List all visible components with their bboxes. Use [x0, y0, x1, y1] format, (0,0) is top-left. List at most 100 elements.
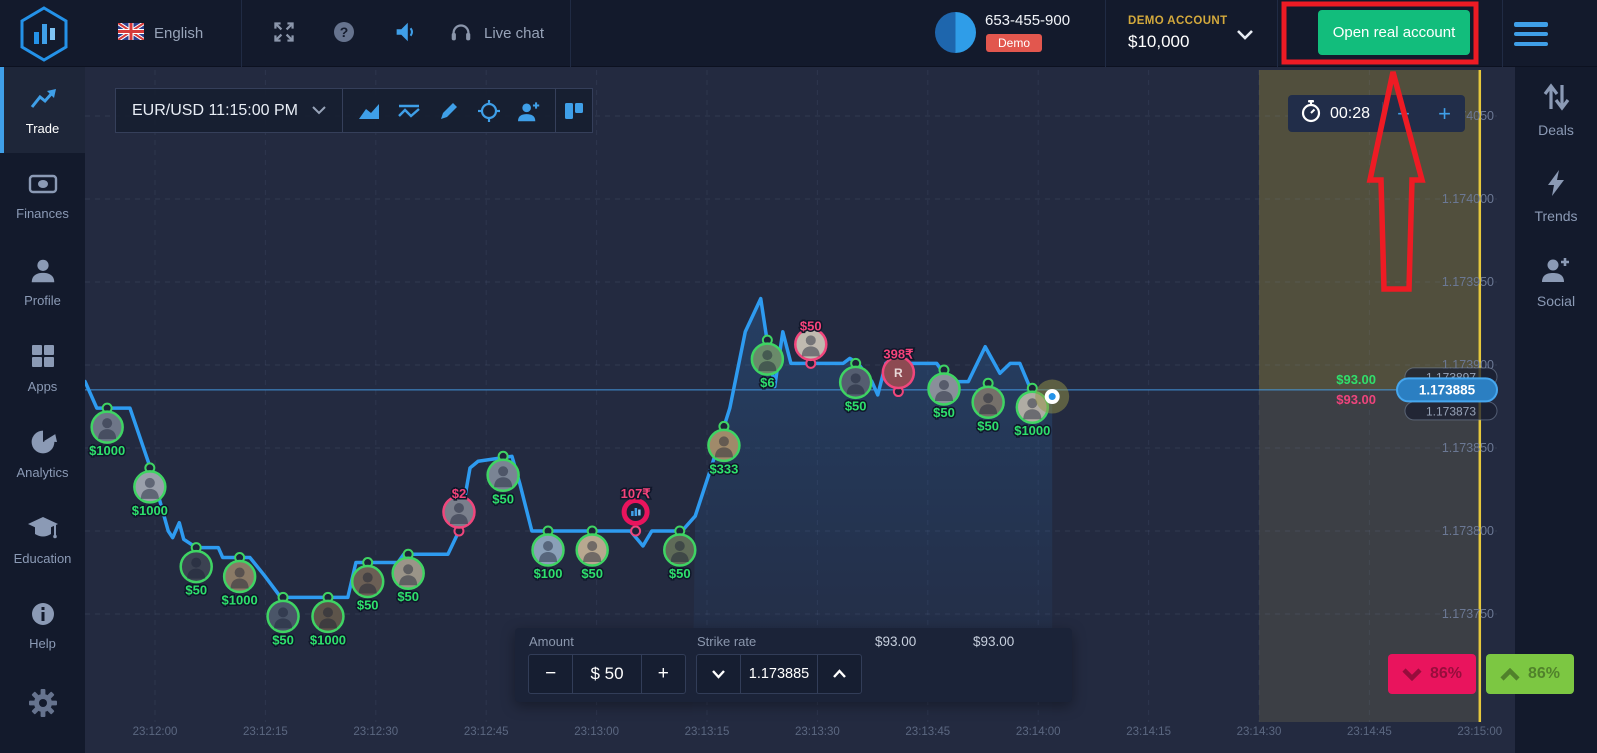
pencil-icon[interactable]: [429, 89, 469, 132]
menu-icon[interactable]: [1514, 22, 1548, 46]
sell-button[interactable]: 86%: [1388, 654, 1476, 694]
svg-text:1.173750: 1.173750: [1442, 607, 1494, 621]
crosshair-icon[interactable]: [469, 89, 509, 132]
fullscreen-button[interactable]: [272, 0, 296, 67]
live-chat-button[interactable]: Live chat: [448, 0, 544, 67]
trade-marker-buy[interactable]: $50: [838, 357, 873, 415]
trade-marker-sell[interactable]: R 398₹: [881, 345, 916, 398]
svg-text:23:12:15: 23:12:15: [243, 726, 288, 738]
app-logo[interactable]: [18, 6, 70, 67]
sidebar-item-education[interactable]: Education: [0, 497, 85, 583]
timer-decrease-button[interactable]: −: [1397, 101, 1410, 126]
trade-marker-buy[interactable]: $333: [707, 420, 741, 478]
trade-marker-buy[interactable]: $1000: [130, 462, 169, 519]
help-button[interactable]: ?: [332, 0, 356, 67]
lightning-icon: [1543, 168, 1569, 201]
sidebar-item-trends[interactable]: Trends: [1515, 153, 1597, 239]
trade-marker-buy[interactable]: $100: [531, 525, 565, 583]
trade-marker-buy[interactable]: $50: [391, 548, 425, 606]
sidebar-item-profile[interactable]: Profile: [0, 239, 85, 325]
buy-button[interactable]: 86%: [1486, 654, 1574, 694]
sidebar-item-label: Profile: [24, 293, 61, 308]
strike-rate-value[interactable]: 1.173885: [748, 666, 810, 682]
sidebar-item-label: Trade: [25, 121, 60, 136]
sound-button[interactable]: [392, 0, 418, 67]
trade-marker-buy[interactable]: $1000: [88, 402, 127, 460]
sidebar-item-deals[interactable]: Deals: [1515, 67, 1597, 153]
strike-rate-stepper: 1.173885: [696, 654, 862, 694]
amount-label: Amount: [529, 634, 574, 649]
trade-marker-sell[interactable]: 107₹: [619, 485, 653, 537]
amount-decrease-button[interactable]: −: [529, 655, 574, 693]
trade-marker-buy[interactable]: $50: [575, 525, 609, 583]
svg-text:23:13:15: 23:13:15: [685, 726, 730, 738]
svg-text:$1000: $1000: [89, 443, 125, 458]
area-chart-icon[interactable]: [349, 89, 389, 132]
symbol-selector[interactable]: EUR/USD 11:15:00 PM: [116, 89, 343, 132]
demo-badge: Demo: [986, 34, 1043, 52]
trade-marker-sell[interactable]: $2: [442, 485, 476, 537]
language-selector[interactable]: English: [116, 0, 204, 67]
language-label: English: [154, 25, 204, 42]
svg-text:$93.00: $93.00: [1336, 392, 1376, 407]
svg-text:$50: $50: [185, 583, 207, 598]
trade-marker-buy[interactable]: $50: [486, 450, 520, 508]
trade-marker-buy[interactable]: $50: [266, 591, 300, 649]
svg-text:23:12:45: 23:12:45: [464, 726, 509, 738]
divider: [1277, 0, 1278, 67]
svg-text:$1000: $1000: [310, 632, 346, 647]
chart-area[interactable]: $1000 $1000 $50 $1000 $50 $1000 $50 $50 $50 $100 $…: [85, 67, 1515, 753]
layout-icon[interactable]: [556, 89, 592, 132]
chevron-down-icon[interactable]: [1236, 28, 1254, 46]
trade-marker-buy[interactable]: $6: [750, 334, 785, 392]
question-icon: ?: [332, 20, 356, 48]
strike-increase-button[interactable]: [816, 655, 861, 693]
svg-text:$50: $50: [492, 491, 514, 506]
amount-increase-button[interactable]: +: [640, 655, 685, 693]
price-chart[interactable]: $1000 $1000 $50 $1000 $50 $1000 $50 $50 $50 $100 $…: [85, 67, 1515, 753]
strike-rate-label: Strike rate: [697, 634, 757, 649]
sidebar-item-label: Social: [1536, 293, 1576, 309]
trade-marker-buy[interactable]: $50: [971, 377, 1005, 435]
svg-text:1.174000: 1.174000: [1442, 192, 1494, 206]
headset-icon: [448, 19, 474, 49]
line-chart-icon[interactable]: [389, 89, 429, 132]
chart-toolbar: EUR/USD 11:15:00 PM: [115, 88, 593, 133]
trade-marker-buy[interactable]: $1000: [308, 591, 348, 649]
trade-marker-buy[interactable]: $1000: [220, 552, 259, 609]
person-plus-icon[interactable]: [509, 89, 549, 132]
timer-increase-button[interactable]: +: [1438, 101, 1451, 126]
stopwatch-icon: [1300, 99, 1322, 128]
trade-marker-sell[interactable]: $50: [794, 317, 828, 369]
sidebar-item-finances[interactable]: Finances: [0, 153, 85, 239]
chevron-up-icon: [1500, 667, 1520, 681]
open-real-account-button[interactable]: Open real account: [1318, 10, 1470, 55]
trade-marker-buy[interactable]: $50: [663, 525, 697, 583]
svg-text:$50: $50: [357, 598, 379, 613]
chevron-down-icon: [1402, 667, 1422, 681]
up-down-arrows-icon: [1541, 82, 1571, 115]
svg-text:23:15:00: 23:15:00: [1457, 726, 1502, 738]
svg-text:$1000: $1000: [1014, 423, 1050, 438]
sidebar-item-settings[interactable]: [0, 669, 85, 739]
sidebar-item-trade[interactable]: Trade: [0, 67, 85, 153]
sidebar-item-label: Help: [29, 636, 56, 651]
sidebar-item-label: Education: [13, 551, 72, 566]
svg-text:$2: $2: [452, 486, 466, 501]
sidebar-item-social[interactable]: Social: [1515, 239, 1597, 325]
sidebar-item-apps[interactable]: Apps: [0, 325, 85, 411]
trade-panel: Amount − $ 50 + Strike rate 1.173885 $93…: [515, 628, 1574, 702]
sidebar-item-analytics[interactable]: Analytics: [0, 411, 85, 497]
svg-text:1.173873: 1.173873: [1426, 404, 1476, 418]
strike-decrease-button[interactable]: [697, 655, 742, 693]
svg-text:$50: $50: [977, 418, 999, 433]
trade-marker-buy[interactable]: $50: [179, 542, 213, 599]
account-avatar[interactable]: [935, 12, 976, 53]
current-price-pill: 1.173885: [1396, 377, 1498, 403]
trade-marker-buy[interactable]: $50: [350, 557, 385, 614]
svg-text:23:14:45: 23:14:45: [1347, 726, 1392, 738]
trade-marker-buy[interactable]: $50: [927, 364, 961, 421]
sidebar-item-help[interactable]: Help: [0, 583, 85, 669]
account-id: 653-455-900: [985, 12, 1071, 29]
amount-value[interactable]: $ 50: [590, 664, 624, 683]
